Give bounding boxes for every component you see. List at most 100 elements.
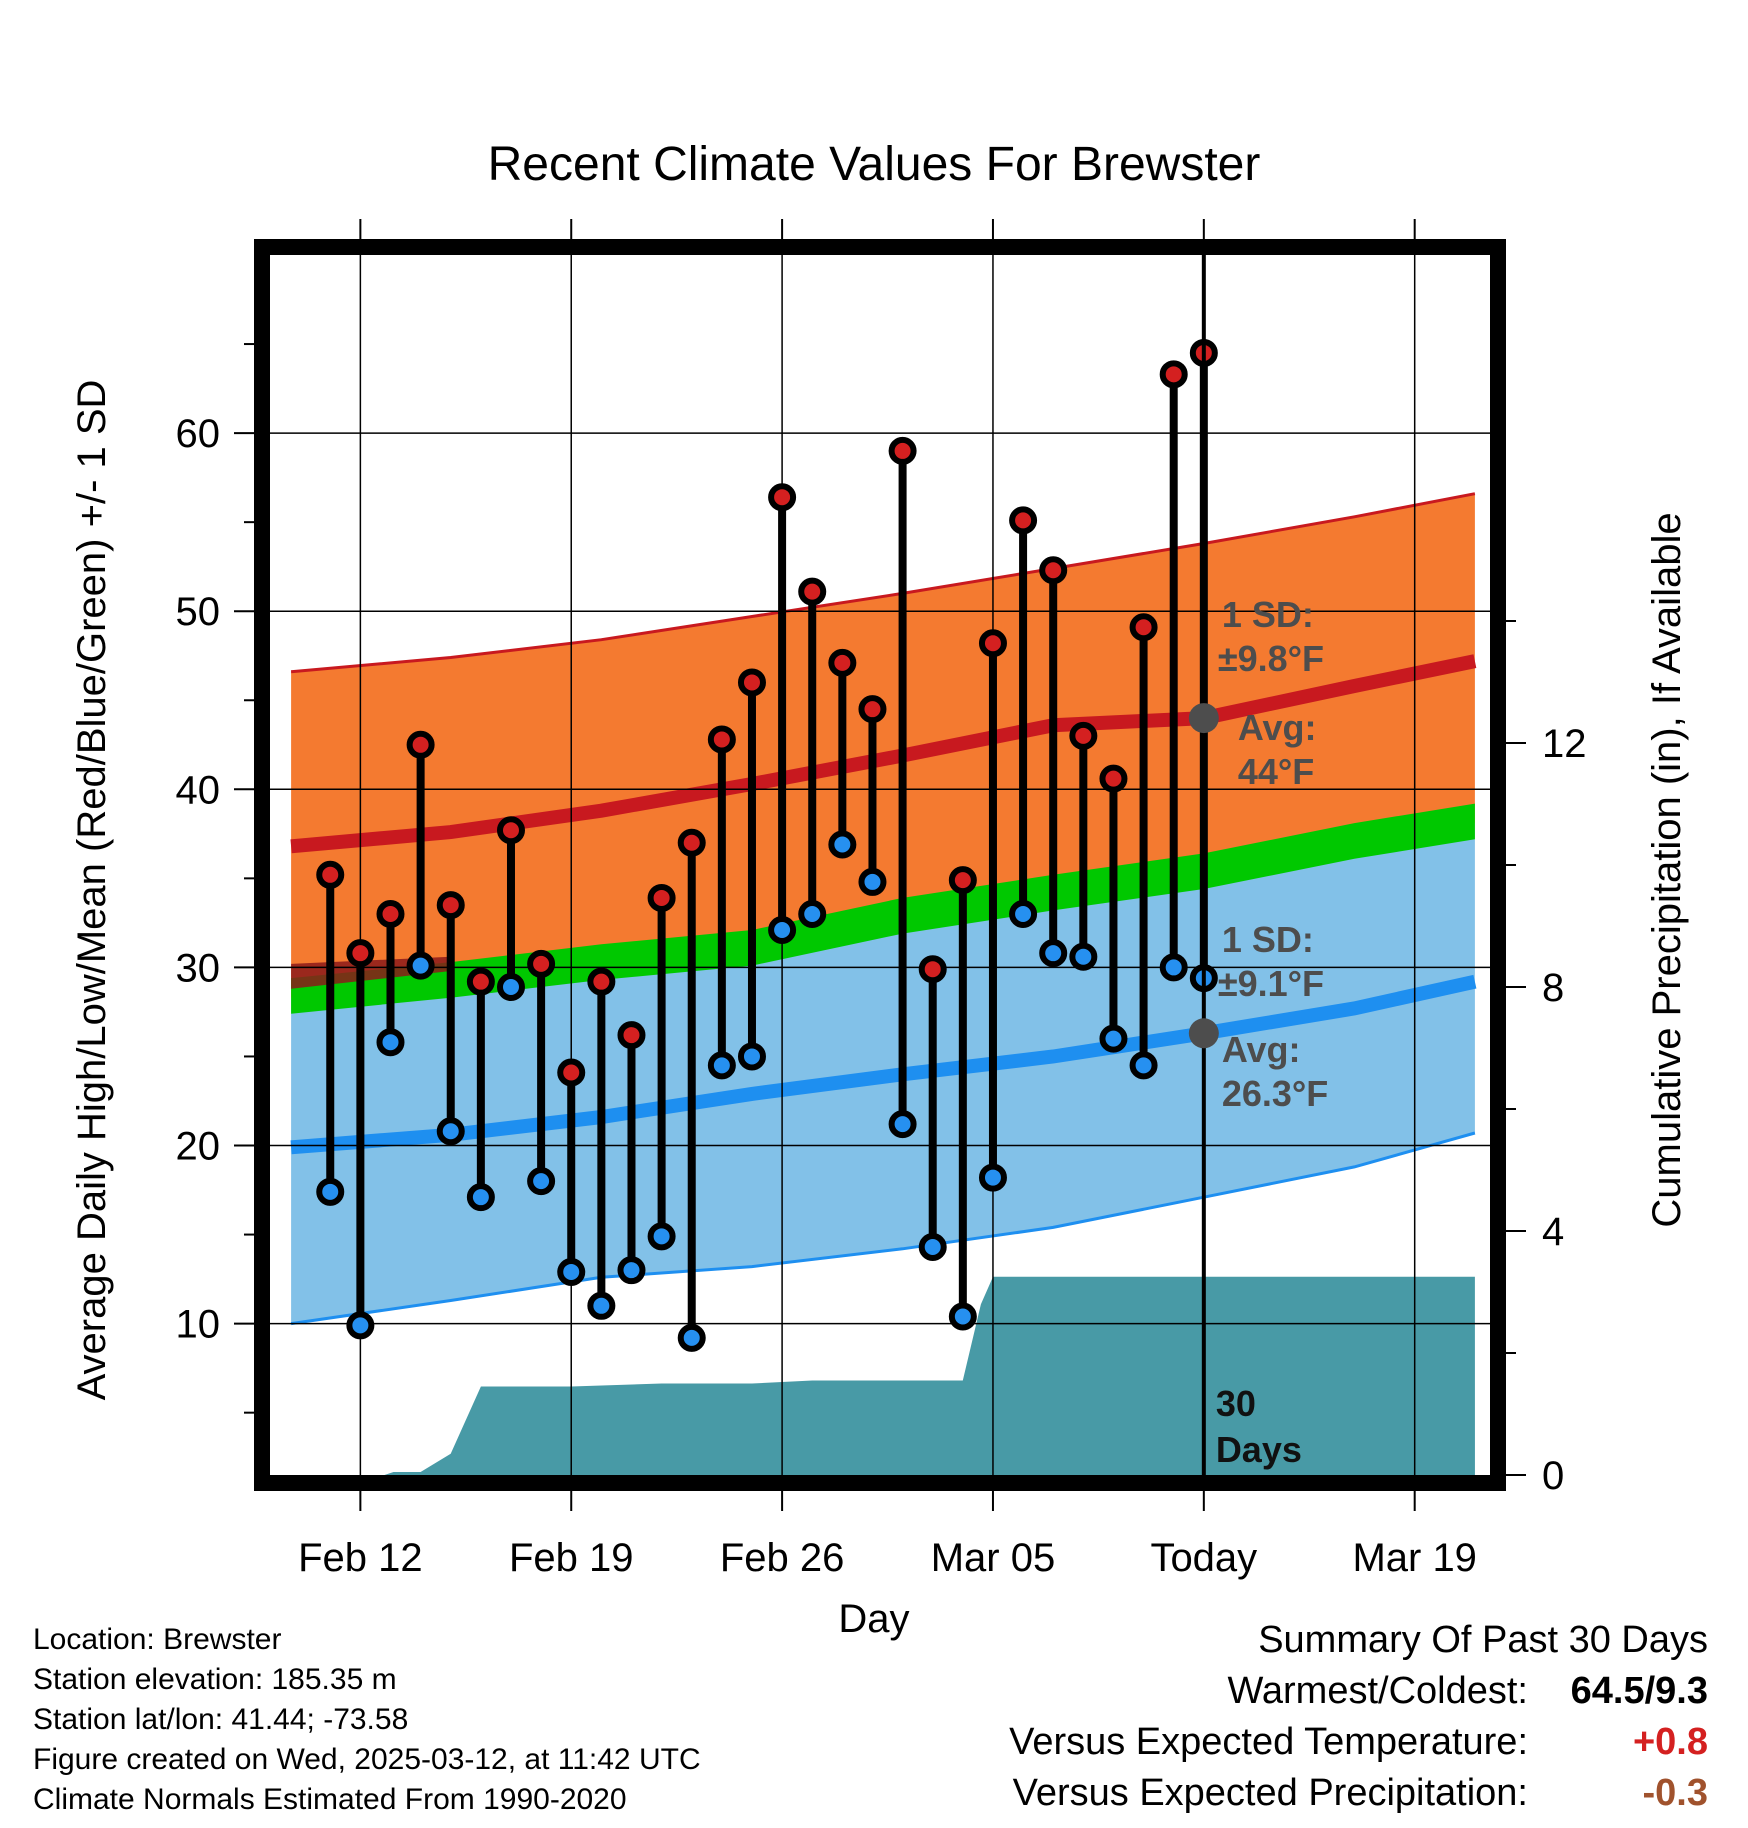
high-point <box>918 955 947 984</box>
daily-bar <box>888 436 917 1139</box>
high-sd-value: ±9.8°F <box>1218 638 1324 679</box>
high-point <box>406 730 435 759</box>
normals-text: Climate Normals Estimated From 1990-2020 <box>33 1783 627 1816</box>
low-point <box>948 1302 977 1331</box>
daily-bar <box>557 1058 586 1286</box>
daily-bar <box>737 668 766 1071</box>
plot-frame <box>254 239 1506 1491</box>
high-point <box>587 967 616 996</box>
daily-bar <box>1069 721 1098 971</box>
latlon-text: Station lat/lon: 41.44; -73.58 <box>33 1703 409 1736</box>
low-point <box>617 1256 646 1285</box>
precip-anomaly-value: -0.3 <box>1642 1772 1708 1814</box>
y2-tick-label: 12 <box>1542 722 1587 766</box>
high-point <box>436 891 465 920</box>
high-point <box>316 860 345 889</box>
high-point <box>707 725 736 754</box>
plot-area <box>290 492 1477 1475</box>
high-point <box>1039 556 1068 585</box>
x-tick-label: Feb 26 <box>720 1536 845 1580</box>
high-point <box>677 828 706 857</box>
daily-bar <box>948 866 977 1331</box>
elevation-text: Station elevation: 185.35 m <box>33 1663 397 1696</box>
high-point <box>617 1021 646 1050</box>
axis-ticks: 10 20 30 40 50 60 0 4 8 12 Feb 12 Feb 19 Feb 26 Mar 0… <box>176 219 1587 1580</box>
y-tick-label: 50 <box>176 590 221 634</box>
summary-title: Summary Of Past 30 Days <box>1258 1619 1708 1661</box>
y-axis-title: Average Daily High/Low/Mean (Red/Blue/Gr… <box>70 380 114 1401</box>
low-point <box>888 1110 917 1139</box>
daily-bar <box>978 629 1007 1192</box>
low-point <box>1009 899 1038 928</box>
low-point <box>858 867 887 896</box>
low-point <box>346 1311 375 1340</box>
low-point <box>647 1222 676 1251</box>
summary-temp-row: Versus Expected Temperature: +0.8 <box>1009 1717 1708 1768</box>
daily-bar <box>436 891 465 1146</box>
summary-warmest-row: Warmest/Coldest: 64.5/9.3 <box>1009 1666 1708 1717</box>
low-sd-label: 1 SD: <box>1222 919 1314 960</box>
low-point <box>587 1291 616 1320</box>
low-point <box>737 1042 766 1071</box>
x-tick-label: Mar 05 <box>931 1536 1056 1580</box>
y-tick-label: 40 <box>176 768 221 812</box>
window-label-number: 30 <box>1216 1383 1256 1424</box>
high-avg-marker <box>1188 703 1219 734</box>
low-point <box>768 916 797 945</box>
high-point <box>828 648 857 677</box>
high-point <box>798 577 827 606</box>
y-tick-label: 30 <box>176 946 221 990</box>
high-sd-label: 1 SD: <box>1222 594 1314 635</box>
low-avg-label: Avg: <box>1222 1029 1301 1070</box>
high-point <box>737 668 766 697</box>
window-label-days: Days <box>1216 1429 1302 1470</box>
daily-bar <box>1039 556 1068 968</box>
precip-anomaly-label: Versus Expected Precipitation: <box>1012 1772 1528 1814</box>
low-point <box>436 1117 465 1146</box>
mean-band <box>291 803 1475 1014</box>
low-lower-line <box>290 1131 1476 1326</box>
y-tick-label: 60 <box>176 412 221 456</box>
daily-bar <box>346 939 375 1340</box>
y2-tick-label: 4 <box>1542 1210 1564 1254</box>
x-axis-title: Day <box>838 1597 909 1641</box>
low-avg-marker <box>1188 1018 1219 1049</box>
y-tick-label: 20 <box>176 1125 221 1169</box>
low-point <box>1039 939 1068 968</box>
low-point <box>978 1163 1007 1192</box>
daily-bar <box>707 725 736 1080</box>
warmest-value: 64.5/9.3 <box>1570 1670 1708 1712</box>
daily-bar <box>1159 360 1188 982</box>
high-point <box>1129 613 1158 642</box>
high-point <box>557 1058 586 1087</box>
station-metadata: Location: Brewster Station elevation: 18… <box>33 1620 701 1820</box>
high-point <box>1009 506 1038 535</box>
high-avg-value: 44°F <box>1238 751 1314 792</box>
low-sd-value: ±9.1°F <box>1218 963 1324 1004</box>
summary-precip-row: Versus Expected Precipitation: -0.3 <box>1009 1768 1708 1819</box>
high-point <box>647 883 676 912</box>
daily-bar <box>647 883 676 1251</box>
daily-bar <box>376 899 405 1057</box>
low-point <box>677 1323 706 1352</box>
high-point <box>496 816 525 845</box>
y2-axis-title: Cumulative Precipitation (in), If Availa… <box>1645 512 1689 1227</box>
low-point <box>406 951 435 980</box>
daily-bar <box>1009 506 1038 928</box>
high-point <box>978 629 1007 658</box>
temp-anomaly-value: +0.8 <box>1632 1721 1708 1763</box>
daily-bar <box>406 730 435 980</box>
low-point <box>557 1257 586 1286</box>
daily-range-bars <box>316 338 1218 1352</box>
low-point <box>496 973 525 1001</box>
daily-bar <box>677 828 706 1352</box>
low-point <box>798 899 827 928</box>
y2-tick-label: 0 <box>1542 1454 1564 1498</box>
temp-anomaly-label: Versus Expected Temperature: <box>1009 1721 1528 1763</box>
high-point <box>1069 721 1098 750</box>
summary-panel: Summary Of Past 30 Days Warmest/Coldest:… <box>1009 1615 1708 1819</box>
low-point <box>918 1233 947 1262</box>
daily-bar <box>918 955 947 1262</box>
location-text: Location: Brewster <box>33 1623 282 1656</box>
high-point <box>376 899 405 928</box>
